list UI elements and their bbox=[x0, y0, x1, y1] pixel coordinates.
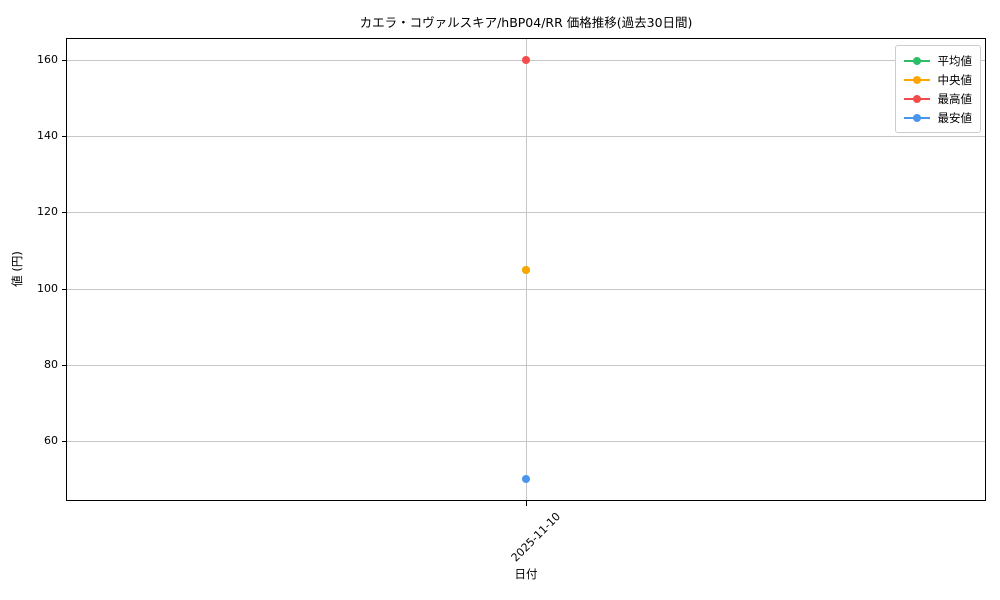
legend-item: 最高値 bbox=[903, 89, 973, 108]
legend-line-sample bbox=[903, 75, 930, 84]
y-tick-label: 160 bbox=[37, 52, 58, 66]
y-tick-mark bbox=[62, 212, 66, 214]
legend-line-sample bbox=[903, 94, 930, 103]
y-tick-mark bbox=[62, 136, 66, 138]
legend-label: 最高値 bbox=[937, 91, 973, 106]
y-tick-label: 140 bbox=[37, 129, 58, 143]
legend-marker-icon bbox=[912, 56, 921, 65]
data-point bbox=[522, 55, 530, 64]
x-tick-label: 2025-11-10 bbox=[508, 510, 564, 565]
legend-item: 平均値 bbox=[903, 51, 973, 70]
y-tick-label: 120 bbox=[37, 205, 58, 219]
legend-marker-icon bbox=[912, 75, 921, 84]
data-point bbox=[522, 475, 530, 484]
legend-line-sample bbox=[903, 113, 930, 122]
chart-title: カエラ・コヴァルスキア/hBP04/RR 価格推移(過去30日間) bbox=[359, 15, 693, 30]
legend-marker-icon bbox=[912, 94, 921, 103]
y-tick-mark bbox=[62, 288, 66, 290]
y-tick-mark bbox=[62, 440, 66, 442]
legend-label: 平均値 bbox=[937, 53, 973, 68]
legend: 平均値中央値最高値最安値 bbox=[894, 45, 981, 133]
x-axis-label: 日付 bbox=[514, 567, 538, 581]
legend-line-sample bbox=[903, 56, 930, 65]
legend-item: 中央値 bbox=[903, 70, 973, 89]
y-tick-label: 60 bbox=[44, 433, 58, 447]
legend-item: 最安値 bbox=[903, 108, 973, 127]
y-tick-label: 80 bbox=[44, 357, 58, 371]
y-axis-label: 値 (円) bbox=[10, 251, 24, 287]
data-point bbox=[522, 265, 530, 274]
legend-label: 最安値 bbox=[937, 110, 973, 125]
x-tick-mark bbox=[526, 501, 527, 506]
y-tick-mark bbox=[62, 364, 66, 366]
y-tick-mark bbox=[62, 59, 66, 61]
legend-marker-icon bbox=[912, 113, 921, 122]
legend-label: 中央値 bbox=[937, 72, 973, 87]
y-tick-label: 100 bbox=[37, 281, 58, 295]
plot-area bbox=[66, 38, 986, 501]
